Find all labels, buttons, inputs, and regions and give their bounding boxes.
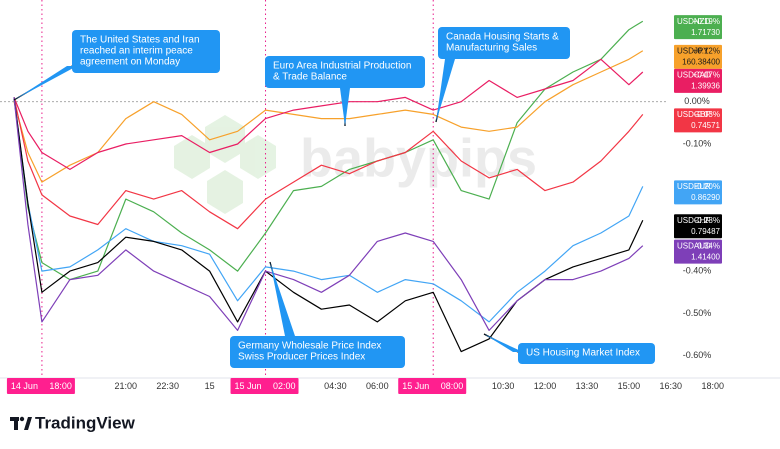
callout-pointer-tip [436, 59, 455, 122]
price-label-price: 1.41400 [691, 252, 720, 261]
x-tick-label: 06:00 [366, 381, 389, 391]
callout-box [438, 27, 570, 59]
y-tick-label: -0.40% [683, 265, 712, 275]
x-tick-label: 15:00 [618, 381, 641, 391]
callout-text: Germany Wholesale Price Index [238, 341, 381, 352]
price-label-price: 1.71730 [691, 28, 720, 37]
price-label-name: USDAUD [677, 241, 711, 250]
callout-pointer-tip [14, 66, 77, 100]
price-label-change: -0.34% [695, 241, 720, 250]
callout-text: Swiss Producer Prices Index [238, 352, 365, 363]
callout-box [230, 336, 405, 368]
event-marker-badge [398, 378, 467, 394]
callout-box [72, 30, 220, 73]
callout-text: US Housing Market Index [526, 348, 640, 359]
callout-pointer-tip [484, 334, 523, 352]
callout-text: Euro Area Industrial Production [273, 61, 411, 72]
x-tick-label: 16:30 [660, 381, 683, 391]
callout-text: reached an interim peace [80, 46, 193, 57]
x-tick-label: 10:30 [492, 381, 515, 391]
price-label-box [674, 44, 722, 69]
price-label-box [674, 68, 722, 93]
callout-text: The United States and Iran [80, 35, 200, 46]
x-tick-label: 02:00 [273, 381, 296, 391]
x-tick-label: 04:30 [324, 381, 347, 391]
price-label-box [674, 15, 722, 40]
event-marker-date: 14 Jun [11, 381, 38, 391]
x-tick-label: 08:00 [441, 381, 464, 391]
series-line [13, 97, 644, 230]
event-marker-date: 15 Jun [402, 381, 429, 391]
price-label-price: 160.38400 [682, 57, 720, 66]
price-label-price: 0.74571 [691, 121, 720, 130]
x-tick-label: 18:00 [701, 381, 724, 391]
price-label-price: 1.39936 [691, 81, 720, 90]
price-label-name: USDEUR [677, 182, 711, 191]
callout-text: Canada Housing Starts & [446, 32, 559, 43]
event-marker-badge [230, 378, 299, 394]
callout-box [265, 56, 425, 88]
x-tick-label: 12:00 [534, 381, 557, 391]
x-tick-label: 13:30 [576, 381, 599, 391]
price-label-change: -0.20% [695, 182, 720, 191]
y-tick-label: 0.00% [684, 96, 710, 106]
price-label-name: USDGBP [677, 110, 711, 119]
series-line [13, 58, 644, 170]
price-label-change: +0.12% [693, 46, 720, 55]
watermark: babypips [300, 128, 537, 188]
callout-text: Manufacturing Sales [446, 43, 537, 54]
price-label-box [674, 180, 722, 205]
price-label-price: 0.86290 [691, 193, 720, 202]
price-label-name: USDJPY [677, 46, 709, 55]
price-label-box [674, 239, 722, 264]
x-tick-label: 18:00 [49, 381, 72, 391]
series-line [13, 97, 644, 323]
callout-text: & Trade Balance [273, 72, 347, 83]
price-label-change: -0.28% [695, 216, 720, 225]
price-label-change: +0.07% [693, 70, 720, 79]
price-label-name: USDCHF [677, 216, 710, 225]
x-tick-label: 21:00 [115, 381, 138, 391]
price-label-change: -0.03% [695, 110, 720, 119]
price-label-box [674, 214, 722, 239]
price-label-box [674, 108, 722, 133]
x-tick-label: 15 [205, 381, 215, 391]
event-marker-badge [6, 378, 75, 394]
series-line [13, 97, 644, 331]
y-tick-label: -0.10% [683, 138, 712, 148]
callout-pointer-tip [340, 88, 350, 126]
callout-box [518, 343, 655, 364]
price-label-name: USDNZD [677, 17, 711, 26]
callout-pointer-tip [270, 262, 295, 336]
y-tick-label: -0.60% [683, 350, 712, 360]
y-tick-label: -0.50% [683, 308, 712, 318]
price-label-change: +0.19% [693, 17, 720, 26]
callout-text: agreement on Monday [80, 57, 180, 68]
event-marker-date: 15 Jun [235, 381, 262, 391]
x-tick-label: 22:30 [156, 381, 179, 391]
price-label-name: USDCAD [677, 70, 711, 79]
brand-name: TradingView [35, 413, 136, 432]
brand-logo [10, 416, 32, 430]
price-label-price: 0.79487 [691, 227, 720, 236]
